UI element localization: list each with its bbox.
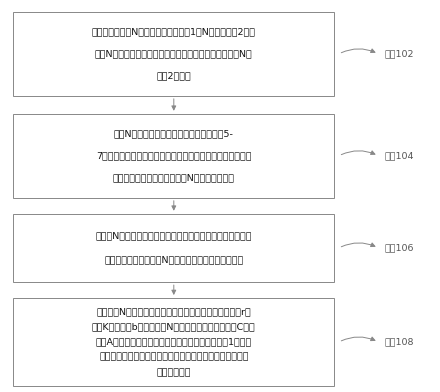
Bar — [13, 12, 334, 96]
Text: 步骤108: 步骤108 — [385, 338, 414, 347]
Bar — [13, 114, 334, 198]
Text: 斜率K和截距值b，获得所述N份待测样品溶液的铟浓度C与吸: 斜率K和截距值b，获得所述N份待测样品溶液的铟浓度C与吸 — [92, 322, 256, 331]
Text: 对所述N份待测样品溶液进行干过滤，然后在原子吸收分光光: 对所述N份待测样品溶液进行干过滤，然后在原子吸收分光光 — [95, 231, 252, 240]
Bar — [13, 298, 334, 386]
Text: 入硝酸溶液温热，冷却，得到N份待测样品溶液: 入硝酸溶液温热，冷却，得到N份待测样品溶液 — [113, 174, 235, 183]
Text: 基于所述N份待测样品溶液对应的吸光值计算出相关系数r、: 基于所述N份待测样品溶液对应的吸光值计算出相关系数r、 — [96, 307, 251, 316]
Text: 样品的铟含量: 样品的铟含量 — [157, 368, 191, 377]
Text: 步骤106: 步骤106 — [385, 243, 414, 252]
Text: 称取质量相同的N份待测样品，标号为1到N，对标号为2到标: 称取质量相同的N份待测样品，标号为1到N，对标号为2到标 — [92, 27, 256, 36]
Text: 光值A的线性回归函数的截距，所述截距即为标号为1的所述: 光值A的线性回归函数的截距，所述截距即为标号为1的所述 — [95, 338, 252, 347]
Text: 大于2的整数: 大于2的整数 — [157, 72, 191, 81]
Text: 所述N份待测样品中均加入盐酸，低温加热5-: 所述N份待测样品中均加入盐酸，低温加热5- — [114, 129, 234, 138]
Text: 7分钟，再加入硝酸、高氯酸，蒸至冒烟为湿盐状，然后再加: 7分钟，再加入硝酸、高氯酸，蒸至冒烟为湿盐状，然后再加 — [96, 151, 252, 160]
Text: 步骤104: 步骤104 — [385, 151, 414, 160]
Text: 步骤102: 步骤102 — [385, 49, 414, 58]
Text: 待测样品形成的所述待测样品溶液的铟浓度，进而获得待测: 待测样品形成的所述待测样品溶液的铟浓度，进而获得待测 — [99, 353, 249, 362]
Bar — [13, 214, 334, 282]
Text: 度计上测定，记录所述N份待测样品溶液对应的吸光值: 度计上测定，记录所述N份待测样品溶液对应的吸光值 — [104, 256, 243, 265]
Text: 号为N的所述待测样品中依次加入等质量递增的铟，其中N为: 号为N的所述待测样品中依次加入等质量递增的铟，其中N为 — [95, 49, 253, 58]
